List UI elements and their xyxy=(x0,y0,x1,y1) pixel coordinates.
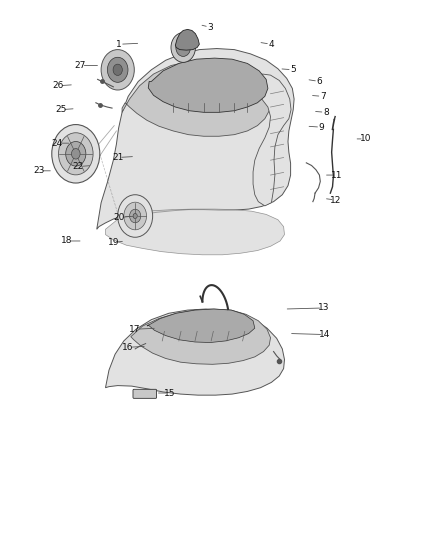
Text: 14: 14 xyxy=(319,330,330,339)
Polygon shape xyxy=(97,49,294,229)
Text: 16: 16 xyxy=(123,343,134,352)
Text: 4: 4 xyxy=(268,40,274,49)
Text: 22: 22 xyxy=(73,162,84,171)
Polygon shape xyxy=(147,309,255,343)
Circle shape xyxy=(107,57,128,82)
Text: 10: 10 xyxy=(360,134,371,143)
Polygon shape xyxy=(131,309,271,365)
Text: 21: 21 xyxy=(112,153,124,162)
Text: 27: 27 xyxy=(74,61,86,70)
Circle shape xyxy=(176,38,191,56)
Polygon shape xyxy=(148,58,268,112)
Text: 26: 26 xyxy=(53,81,64,90)
Text: 1: 1 xyxy=(116,40,121,49)
Text: 9: 9 xyxy=(319,123,325,132)
Text: 20: 20 xyxy=(114,213,125,222)
Polygon shape xyxy=(106,309,285,395)
Text: 7: 7 xyxy=(320,92,326,101)
Circle shape xyxy=(59,133,93,175)
Circle shape xyxy=(171,33,195,62)
Circle shape xyxy=(130,209,141,223)
Text: 23: 23 xyxy=(33,166,45,175)
Circle shape xyxy=(118,195,152,237)
Text: 12: 12 xyxy=(330,196,342,205)
Text: 8: 8 xyxy=(323,108,329,117)
Text: 17: 17 xyxy=(129,325,141,334)
Text: 3: 3 xyxy=(207,23,213,32)
Text: 5: 5 xyxy=(290,66,296,74)
Text: 15: 15 xyxy=(164,389,176,398)
Text: 6: 6 xyxy=(317,77,322,86)
Text: 25: 25 xyxy=(55,105,67,114)
Text: 11: 11 xyxy=(331,171,343,180)
Polygon shape xyxy=(252,74,291,206)
Text: 13: 13 xyxy=(318,303,329,312)
Polygon shape xyxy=(106,209,285,255)
Polygon shape xyxy=(122,60,271,136)
Circle shape xyxy=(133,213,137,219)
FancyBboxPatch shape xyxy=(133,389,156,398)
Circle shape xyxy=(52,125,100,183)
Circle shape xyxy=(101,50,134,90)
Text: 18: 18 xyxy=(61,237,73,246)
Text: 19: 19 xyxy=(108,238,119,247)
Circle shape xyxy=(124,202,147,230)
Circle shape xyxy=(113,64,122,76)
Circle shape xyxy=(66,142,86,166)
Circle shape xyxy=(71,149,80,159)
Polygon shape xyxy=(175,29,199,50)
Text: 24: 24 xyxy=(52,139,63,148)
